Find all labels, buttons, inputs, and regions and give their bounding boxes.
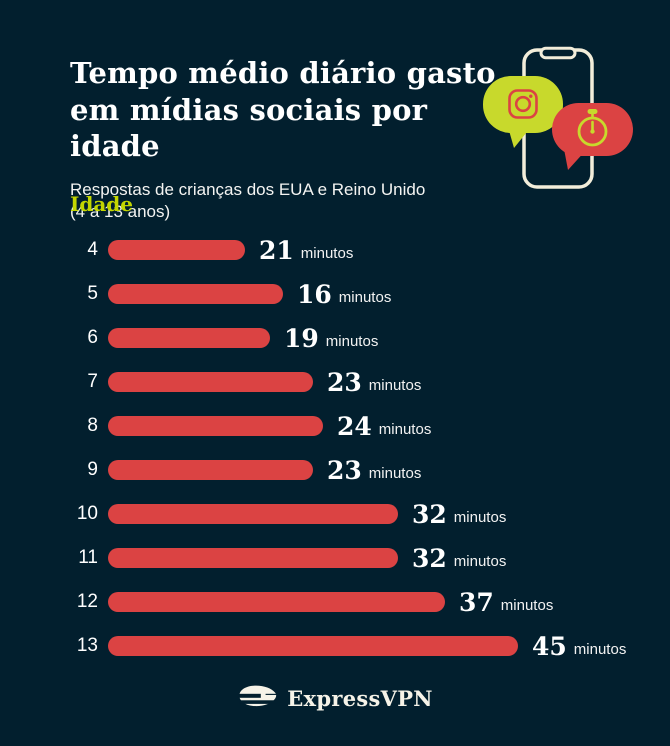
subtitle-line-2: (4 a 13 anos) xyxy=(70,201,171,221)
page-title: Tempo médio diário gasto em mídias socia… xyxy=(70,55,520,165)
bar-chart: 4 21 minutos 5 16 minutos 6 19 minutos 7… xyxy=(68,228,628,668)
red-speech-bubble xyxy=(552,103,633,170)
unit-label: minutos xyxy=(338,288,392,306)
value-label: 32 xyxy=(412,499,447,529)
header: Tempo médio diário gasto em mídias socia… xyxy=(70,55,520,223)
bar xyxy=(108,636,518,656)
unit-label: minutos xyxy=(368,464,422,482)
age-label: 5 xyxy=(87,283,98,304)
age-label: 8 xyxy=(87,415,98,436)
value-label: 23 xyxy=(327,455,362,485)
bar xyxy=(108,416,323,436)
age-label: 10 xyxy=(76,503,98,524)
page-subtitle: Respostas de crianças dos EUA e Reino Un… xyxy=(70,179,520,223)
bar xyxy=(108,240,245,260)
phone-with-bubbles-graphic xyxy=(483,46,633,189)
chart-row: 11 32 minutos xyxy=(68,536,628,580)
chart-row: 5 16 minutos xyxy=(68,272,628,316)
age-label: 9 xyxy=(87,459,98,480)
age-label: 13 xyxy=(76,635,98,656)
expressvpn-logo-icon xyxy=(237,685,278,707)
chart-row: 4 21 minutos xyxy=(68,228,628,272)
value-label: 16 xyxy=(297,279,332,309)
stopwatch-icon xyxy=(577,109,608,147)
unit-label: minutos xyxy=(453,508,507,526)
green-speech-bubble xyxy=(483,76,563,148)
unit-label: minutos xyxy=(325,332,379,350)
unit-label: minutos xyxy=(573,640,627,658)
value-label: 45 xyxy=(532,631,567,661)
phone-illustration xyxy=(478,40,640,195)
value-label: 32 xyxy=(412,543,447,573)
age-label: 7 xyxy=(87,371,98,392)
unit-label: minutos xyxy=(300,244,354,262)
value-label: 19 xyxy=(284,323,319,353)
unit-label: minutos xyxy=(453,552,507,570)
instagram-icon xyxy=(508,89,538,119)
bar xyxy=(108,284,283,304)
bar xyxy=(108,372,313,392)
bar xyxy=(108,592,445,612)
title-line-1: Tempo médio diário gasto xyxy=(70,56,496,90)
chart-row: 12 37 minutos xyxy=(68,580,628,624)
unit-label: minutos xyxy=(368,376,422,394)
chart-row: 8 24 minutos xyxy=(68,404,628,448)
bar xyxy=(108,504,398,524)
bar xyxy=(108,460,313,480)
age-label: 11 xyxy=(78,547,98,568)
chart-row: 7 23 minutos xyxy=(68,360,628,404)
title-line-2: em mídias sociais por idade xyxy=(70,92,428,164)
value-label: 23 xyxy=(327,367,362,397)
footer: ExpressVPN xyxy=(0,678,670,718)
bar xyxy=(108,548,398,568)
age-axis-label: Idade xyxy=(70,192,134,216)
value-label: 24 xyxy=(337,411,372,441)
age-label: 12 xyxy=(76,591,98,612)
bar xyxy=(108,328,270,348)
subtitle-line-1: Respostas de crianças dos EUA e Reino Un… xyxy=(70,179,426,199)
value-label: 37 xyxy=(459,587,494,617)
unit-label: minutos xyxy=(500,596,554,614)
chart-row: 6 19 minutos xyxy=(68,316,628,360)
value-label: 21 xyxy=(259,235,294,265)
chart-row: 13 45 minutos xyxy=(68,624,628,668)
age-label: 4 xyxy=(87,239,98,260)
age-label: 6 xyxy=(87,327,98,348)
unit-label: minutos xyxy=(378,420,432,438)
chart-row: 9 23 minutos xyxy=(68,448,628,492)
brand-name: ExpressVPN xyxy=(287,685,433,711)
chart-row: 10 32 minutos xyxy=(68,492,628,536)
